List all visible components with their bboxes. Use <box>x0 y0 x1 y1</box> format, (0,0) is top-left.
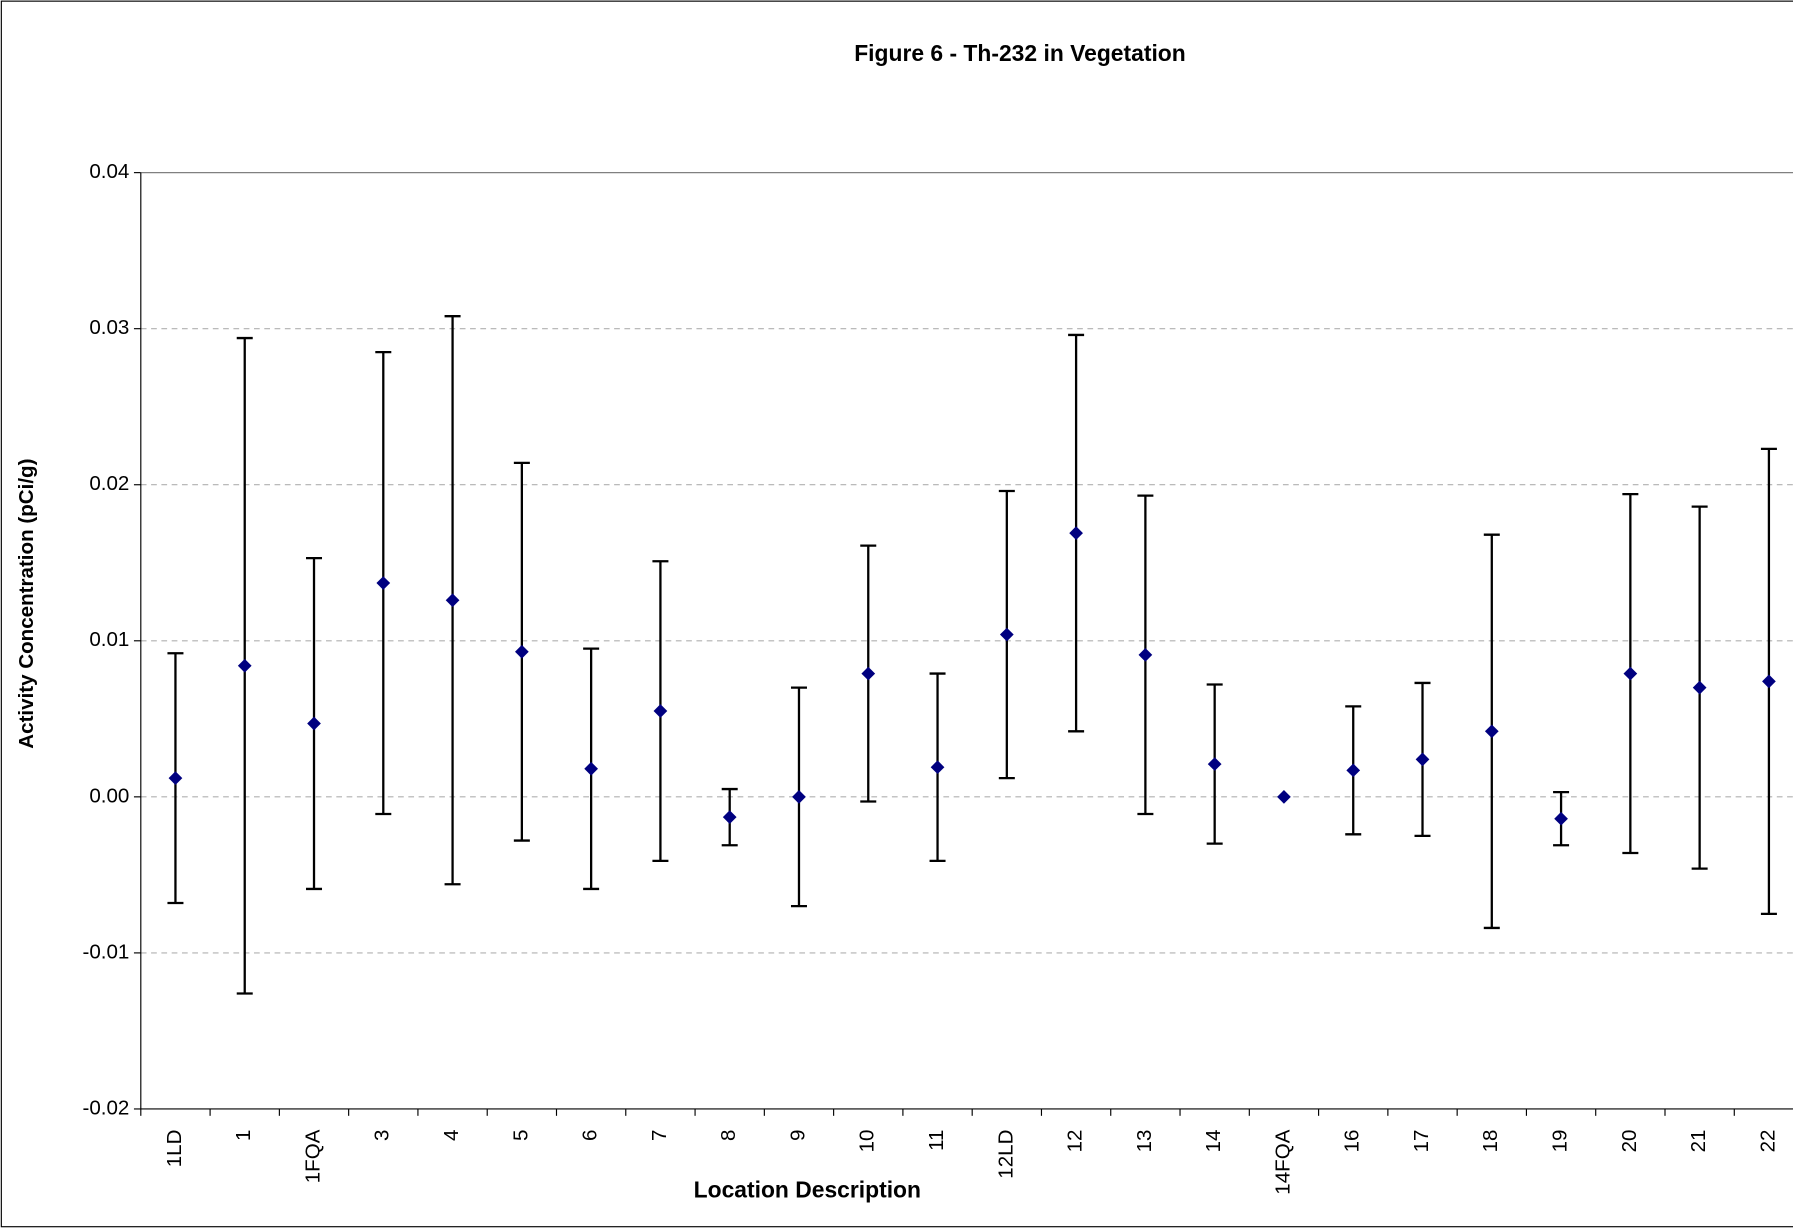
x-tick-label: 4 <box>440 1130 463 1141</box>
x-tick-label: 12 <box>1064 1130 1087 1153</box>
x-tick-label: 6 <box>579 1130 602 1141</box>
x-tick-label: 19 <box>1549 1130 1572 1153</box>
marker <box>722 810 737 824</box>
marker <box>168 771 183 785</box>
marker <box>1692 680 1707 695</box>
x-tick-label: 20 <box>1618 1130 1641 1153</box>
marker <box>1138 647 1153 662</box>
x-tick-label: 12LD <box>994 1130 1017 1179</box>
x-tick-label: 18 <box>1479 1130 1502 1153</box>
marker <box>1484 724 1499 739</box>
marker <box>792 789 806 804</box>
marker <box>1207 757 1222 771</box>
marker <box>930 760 945 775</box>
y-tick-label: 0.02 <box>89 472 129 495</box>
marker <box>1623 666 1638 681</box>
x-tick-label: 1FQA <box>301 1129 324 1183</box>
marker <box>1415 752 1430 767</box>
x-tick-label: 5 <box>509 1130 532 1141</box>
marker <box>445 593 460 608</box>
marker <box>999 627 1014 642</box>
marker <box>376 576 391 590</box>
x-tick-label: 16 <box>1341 1130 1364 1153</box>
x-tick-label: 11 <box>925 1130 948 1151</box>
x-tick-label: 1 <box>232 1130 255 1141</box>
x-tick-label: 7 <box>648 1130 671 1141</box>
y-tick-label: -0.02 <box>83 1096 130 1119</box>
marker <box>1762 674 1776 689</box>
marker <box>584 761 598 776</box>
y-tick-label: 0.00 <box>89 784 129 807</box>
y-tick-label: 0.03 <box>89 316 129 339</box>
x-tick-label: 8 <box>717 1130 740 1141</box>
marker <box>1346 763 1361 778</box>
x-tick-label: 14FQA <box>1271 1129 1294 1194</box>
marker <box>861 666 876 681</box>
x-tick-label: 3 <box>371 1130 394 1141</box>
x-tick-label: 21 <box>1687 1130 1710 1153</box>
y-tick-label: 0.01 <box>89 628 129 651</box>
marker <box>307 716 321 731</box>
chart-title: Figure 6 - Th-232 in Vegetation <box>854 40 1186 66</box>
y-axis-label: Activity Concentration (pCi/g) <box>15 459 38 749</box>
x-tick-label: 17 <box>1410 1130 1433 1153</box>
marker <box>1277 789 1291 804</box>
y-tick-label: -0.01 <box>83 940 130 963</box>
marker <box>653 704 668 718</box>
marker <box>237 658 252 673</box>
x-tick-label: 13 <box>1133 1130 1156 1153</box>
x-tick-label: 14 <box>1202 1130 1225 1153</box>
x-tick-label: 22 <box>1756 1130 1779 1153</box>
marker <box>514 644 529 659</box>
marker <box>1554 811 1568 826</box>
x-tick-label: 9 <box>786 1130 809 1141</box>
marker <box>1069 526 1083 540</box>
x-axis-label: Location Description <box>694 1176 921 1202</box>
y-tick-label: 0.04 <box>89 160 129 183</box>
x-tick-label: 10 <box>856 1130 879 1153</box>
x-tick-label: 1LD <box>163 1130 186 1168</box>
